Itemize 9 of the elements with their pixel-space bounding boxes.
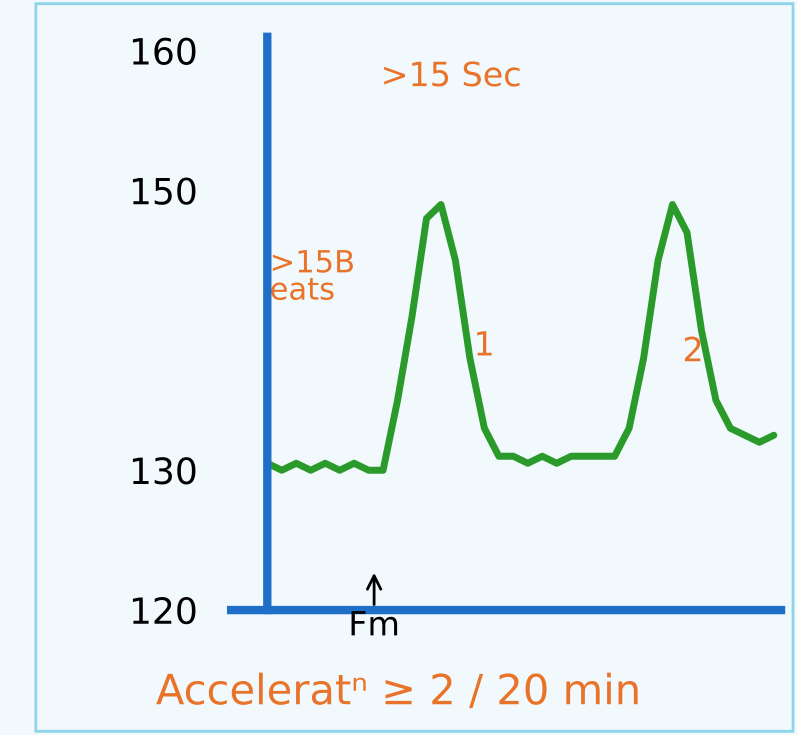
annotation: 1 (477, 331, 492, 356)
text: Fm (352, 611, 398, 636)
text: Acceleratⁿ ≥ 2 / 20 min (156, 672, 638, 708)
y-tick-label: 130 (132, 457, 196, 484)
annotation: 2 (684, 336, 700, 362)
annotation: >15 Sec (384, 61, 520, 87)
y-tick-label: 120 (132, 596, 196, 624)
y-tick-label: 150 (132, 177, 196, 205)
y-tick-label: 160 (132, 38, 196, 65)
